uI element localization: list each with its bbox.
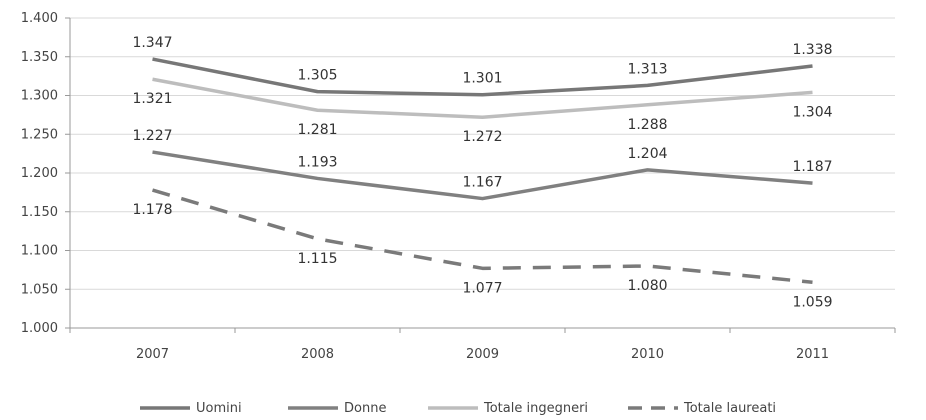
- data-labels: 1.347 1.305 1.301 1.313 1.338 1.227 1.193 1.167…: [132, 35, 832, 310]
- data-label: 1.313: [627, 61, 667, 77]
- series-line-totale-laureati: [152, 188, 813, 285]
- x-tick-label: 2010: [631, 347, 664, 362]
- data-label: 1.338: [792, 42, 832, 58]
- legend-label: Donne: [344, 401, 386, 416]
- data-label: 1.077: [462, 280, 502, 296]
- data-label: 1.167: [462, 175, 502, 191]
- legend: Uomini Donne Totale ingegneri Totale laurea…: [140, 401, 776, 416]
- data-label: 1.347: [132, 35, 172, 51]
- y-tick-label: 1.350: [21, 50, 58, 65]
- data-label: 1.187: [792, 159, 832, 175]
- data-label: 1.080: [627, 278, 667, 294]
- y-tick-label: 1.300: [21, 89, 58, 104]
- x-tick-label: 2008: [301, 347, 334, 362]
- data-label: 1.281: [297, 122, 337, 138]
- y-tick-label: 1.200: [21, 166, 58, 181]
- data-label: 1.301: [462, 71, 502, 87]
- data-label: 1.321: [132, 91, 172, 107]
- data-label: 1.059: [792, 294, 832, 310]
- x-tick-label: 2011: [796, 347, 829, 362]
- data-label: 1.288: [627, 117, 667, 133]
- data-label: 1.305: [297, 68, 337, 84]
- data-label: 1.115: [297, 251, 337, 267]
- data-label: 1.227: [132, 128, 172, 144]
- y-tick-label: 1.250: [21, 127, 58, 142]
- series-lines: [152, 57, 813, 285]
- data-label: 1.178: [132, 202, 172, 218]
- x-axis-ticks: 2007 2008 2009 2010 2011: [69, 328, 896, 362]
- gridlines: [70, 17, 895, 290]
- y-tick-label: 1.100: [21, 244, 58, 259]
- x-tick-label: 2007: [136, 347, 169, 362]
- series-line-uomini: [152, 57, 813, 97]
- data-label: 1.272: [462, 129, 502, 145]
- legend-label: Totale ingegneri: [483, 401, 588, 416]
- y-tick-label: 1.050: [21, 282, 58, 297]
- y-tick-label: 1.400: [21, 11, 58, 26]
- series-line-totale-ingegneri: [152, 77, 813, 119]
- legend-label: Uomini: [196, 401, 242, 416]
- data-label: 1.204: [627, 146, 667, 162]
- y-tick-label: 1.000: [21, 321, 58, 336]
- data-label: 1.193: [297, 154, 337, 170]
- x-tick-label: 2009: [466, 347, 499, 362]
- y-axis-ticks: 1.000 1.050 1.100 1.150 1.200 1.250 1.300 1.350…: [21, 11, 70, 336]
- data-label: 1.304: [792, 104, 832, 120]
- legend-label: Totale laureati: [683, 401, 776, 416]
- series-line-donne: [152, 150, 813, 201]
- y-tick-label: 1.150: [21, 205, 58, 220]
